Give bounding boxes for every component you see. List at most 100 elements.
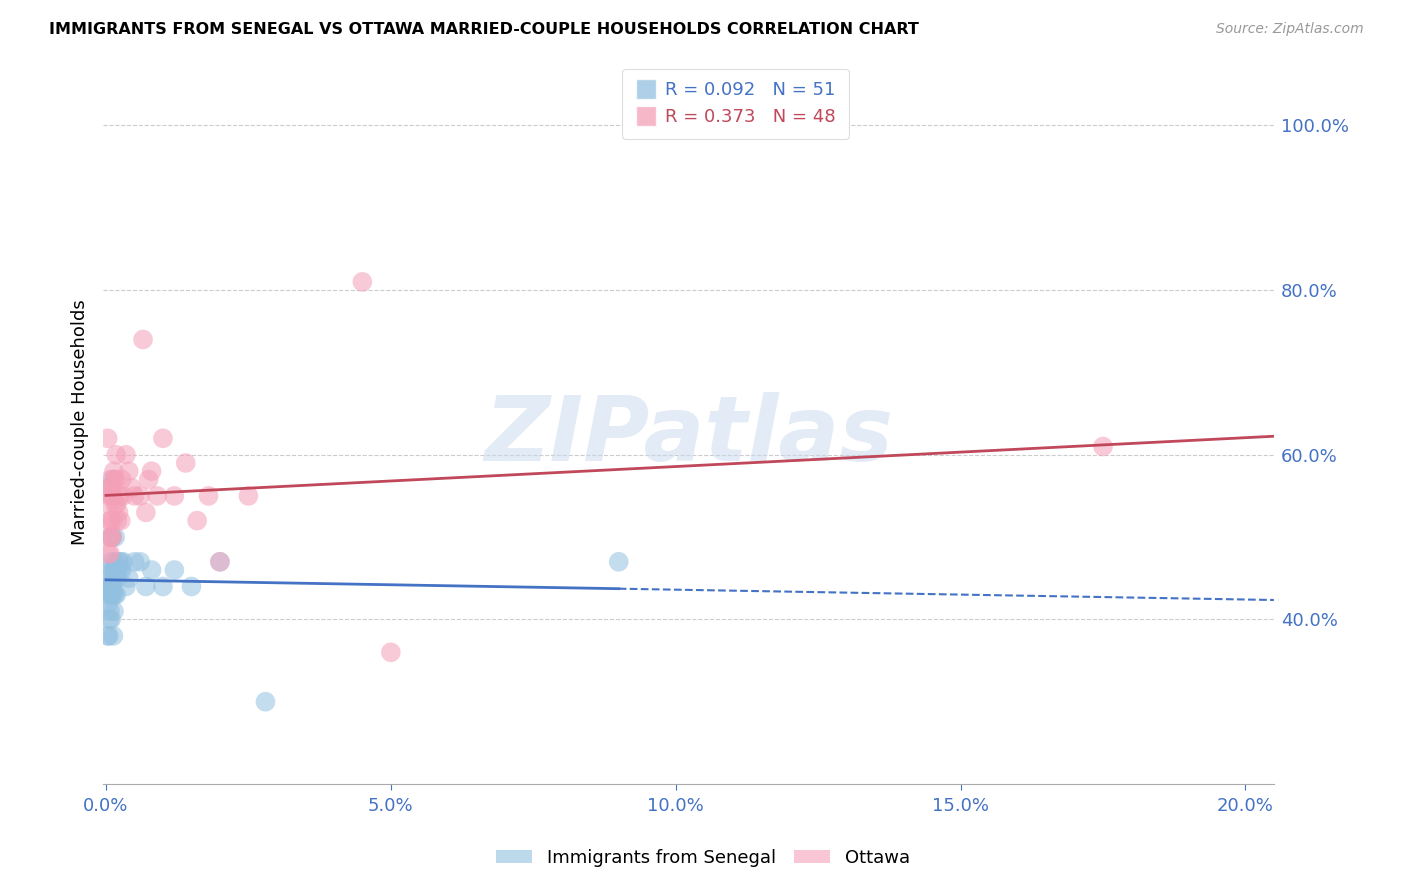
Point: [352, 275, 374, 289]
Point: [101, 579, 124, 593]
Point: [103, 588, 125, 602]
Point: [103, 571, 125, 585]
Point: [100, 588, 122, 602]
Point: [103, 489, 125, 503]
Point: [110, 514, 132, 528]
Point: [104, 555, 127, 569]
Point: [115, 579, 138, 593]
Point: [138, 473, 160, 487]
Point: [101, 473, 124, 487]
Point: [135, 505, 157, 519]
Point: [152, 579, 174, 593]
Point: [111, 473, 134, 487]
Point: [101, 514, 124, 528]
Point: [186, 514, 208, 528]
Point: [100, 481, 122, 495]
Point: [174, 456, 197, 470]
Point: [98, 489, 121, 503]
Point: [115, 448, 138, 462]
Point: [135, 579, 157, 593]
Point: [107, 555, 129, 569]
Point: [100, 555, 122, 569]
Point: [103, 604, 125, 618]
Point: [1091, 440, 1114, 454]
Point: [380, 645, 402, 659]
Point: [108, 563, 131, 577]
Point: [101, 481, 124, 495]
Point: [152, 431, 174, 445]
Point: [124, 555, 146, 569]
Point: [112, 489, 135, 503]
Text: Source: ZipAtlas.com: Source: ZipAtlas.com: [1216, 22, 1364, 37]
Point: [100, 579, 122, 593]
Point: [98, 612, 121, 626]
Point: [110, 555, 132, 569]
Point: [97, 497, 120, 511]
Point: [100, 588, 122, 602]
Point: [180, 579, 202, 593]
Point: [105, 588, 128, 602]
Point: [97, 431, 120, 445]
Point: [118, 464, 141, 478]
Point: [97, 571, 120, 585]
Point: [97, 579, 120, 593]
Point: [101, 563, 124, 577]
Point: [105, 571, 128, 585]
Point: [141, 464, 163, 478]
Point: [163, 489, 186, 503]
Point: [103, 563, 125, 577]
Point: [197, 489, 219, 503]
Legend: Immigrants from Senegal, Ottawa: Immigrants from Senegal, Ottawa: [489, 842, 917, 874]
Point: [105, 448, 128, 462]
Point: [121, 481, 143, 495]
Point: [104, 497, 127, 511]
Point: [104, 473, 127, 487]
Point: [108, 489, 131, 503]
Point: [163, 563, 186, 577]
Point: [98, 481, 121, 495]
Point: [208, 555, 231, 569]
Point: [104, 530, 127, 544]
Point: [105, 497, 128, 511]
Point: [98, 514, 121, 528]
Point: [238, 489, 260, 503]
Point: [97, 629, 120, 643]
Point: [100, 530, 122, 544]
Point: [105, 563, 128, 577]
Text: IMMIGRANTS FROM SENEGAL VS OTTAWA MARRIED-COUPLE HOUSEHOLDS CORRELATION CHART: IMMIGRANTS FROM SENEGAL VS OTTAWA MARRIE…: [49, 22, 920, 37]
Point: [100, 473, 122, 487]
Y-axis label: Married-couple Households: Married-couple Households: [72, 299, 89, 545]
Point: [98, 579, 121, 593]
Point: [100, 489, 122, 503]
Point: [254, 695, 277, 709]
Point: [111, 563, 134, 577]
Point: [129, 489, 152, 503]
Point: [103, 464, 125, 478]
Point: [100, 612, 122, 626]
Point: [112, 555, 135, 569]
Point: [104, 563, 127, 577]
Point: [96, 588, 118, 602]
Point: [101, 530, 124, 544]
Point: [97, 596, 120, 610]
Point: [97, 629, 120, 643]
Point: [146, 489, 169, 503]
Point: [101, 530, 124, 544]
Point: [129, 555, 152, 569]
Point: [97, 530, 120, 544]
Point: [124, 489, 146, 503]
Point: [103, 588, 125, 602]
Point: [98, 547, 121, 561]
Point: [107, 505, 129, 519]
Point: [103, 473, 125, 487]
Text: ZIPatlas: ZIPatlas: [484, 392, 893, 480]
Point: [208, 555, 231, 569]
Point: [100, 514, 122, 528]
Point: [118, 571, 141, 585]
Point: [100, 530, 122, 544]
Point: [98, 579, 121, 593]
Point: [105, 514, 128, 528]
Point: [141, 563, 163, 577]
Point: [97, 547, 120, 561]
Point: [607, 555, 630, 569]
